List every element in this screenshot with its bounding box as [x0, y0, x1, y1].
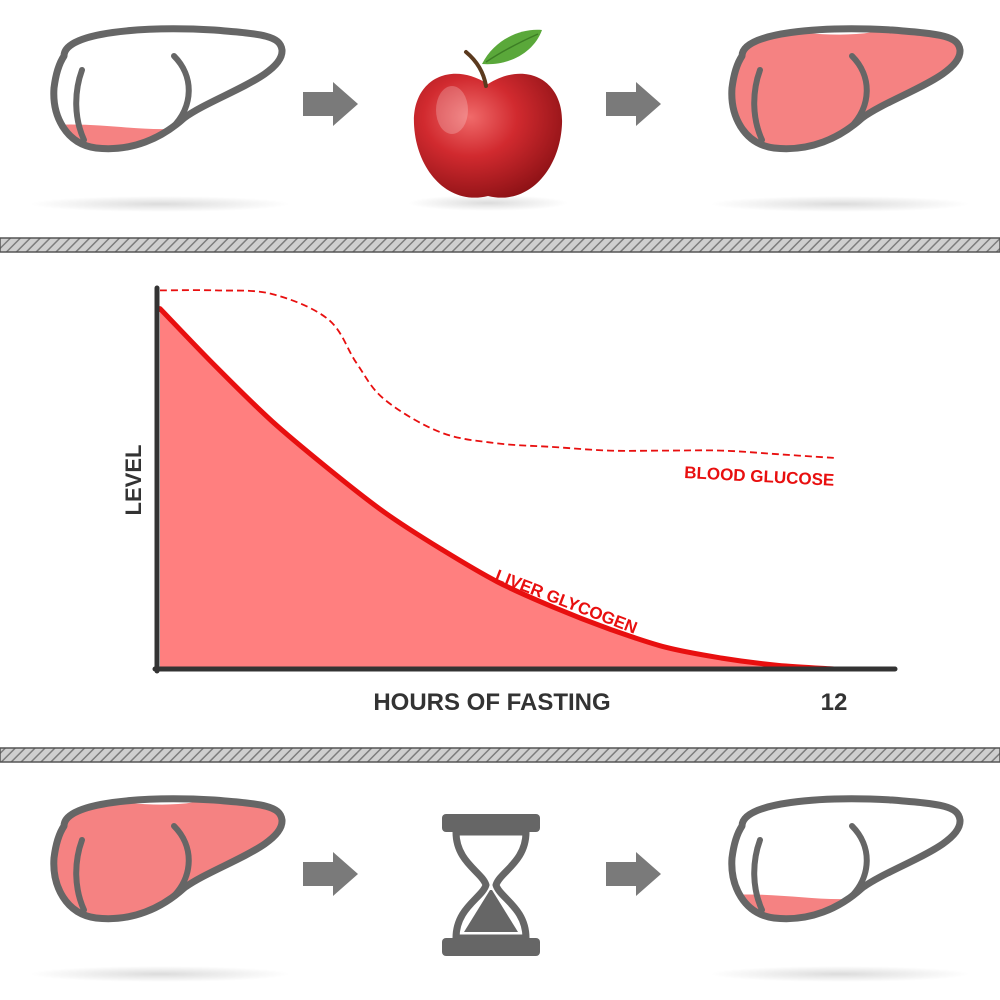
blood-glucose-label: BLOOD GLUCOSE [684, 463, 835, 490]
liver-lobe-line [751, 53, 870, 143]
liver-low-icon [728, 795, 964, 923]
liver-low-icon [50, 25, 286, 153]
arrow-right-icon [303, 852, 358, 896]
liver-outline [50, 795, 286, 923]
x-tick-label: 12 [821, 689, 848, 716]
liver-outline [50, 25, 286, 153]
shadow [30, 196, 290, 212]
liver-lobe-line [73, 823, 192, 913]
liver-lobe-line [751, 823, 870, 913]
liver-lobe-line [73, 53, 192, 143]
blood-glucose-line [159, 289, 835, 459]
liver-glycogen-area [160, 308, 834, 669]
y-axis-label: LEVEL [121, 445, 146, 516]
liver-outline [728, 25, 964, 153]
liver-outline [728, 795, 964, 923]
arrow-right-icon [606, 82, 661, 126]
shadow [710, 966, 970, 982]
hourglass-icon [442, 814, 540, 956]
liver-full-icon [50, 795, 286, 923]
top-row [30, 25, 970, 212]
x-axis-label: HOURS OF FASTING [373, 689, 610, 716]
liver-full-icon [728, 25, 964, 153]
bottom-row [30, 795, 970, 982]
arrow-right-icon [303, 82, 358, 126]
divider-bottom [0, 747, 1000, 763]
shadow [30, 966, 290, 982]
divider-top [0, 237, 1000, 253]
shadow [710, 196, 970, 212]
apple-icon [408, 29, 568, 211]
arrow-right-icon [606, 852, 661, 896]
liver-glycogen-line [157, 306, 837, 672]
chart: LEVEL HOURS OF FASTING 12 BLOOD GLUCOSE … [121, 285, 898, 716]
